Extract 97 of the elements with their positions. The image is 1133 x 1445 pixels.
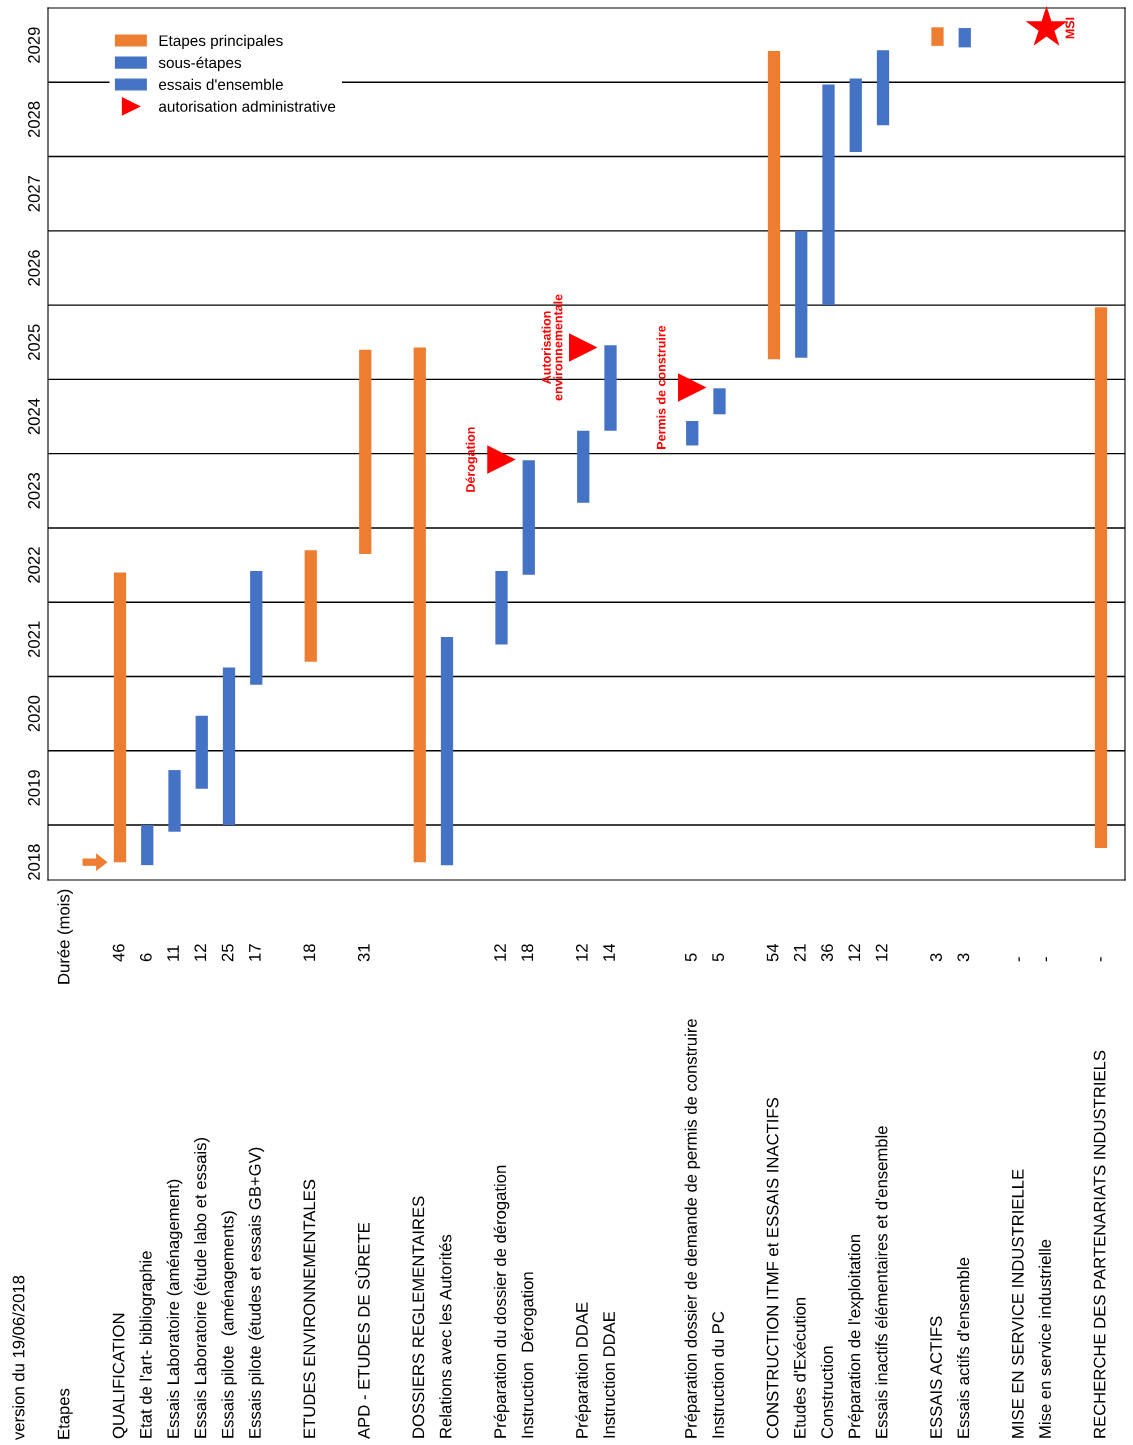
text: 25 [221, 944, 234, 962]
x-tick-label: DOSSIERS REGLEMENTAIRES [412, 1196, 425, 1438]
bar [767, 51, 781, 360]
x-tick-label: Préparation DDAE [575, 1302, 592, 1438]
x-tick-label: Etudes d'Exécution [793, 1297, 806, 1438]
x-tick-label: Préparation dossier de demande de permis de construire [684, 1019, 701, 1438]
text: 6 [139, 953, 152, 962]
text: 3 [957, 953, 970, 962]
x-tick-label: ETUDES ENVIRONNEMENTALES [303, 1179, 316, 1438]
bar [1094, 307, 1108, 849]
text: 3 [930, 953, 942, 962]
bar [604, 345, 617, 431]
bar [795, 230, 808, 358]
text: 18 [521, 944, 534, 961]
text: version du 19/06/2018 [12, 1275, 25, 1440]
bar [141, 825, 154, 866]
legend-label: autorisation administrative [159, 100, 336, 112]
text: - [1100, 957, 1102, 962]
x-tick-label: QUALIFICATION [112, 1313, 128, 1439]
text: 18 [303, 944, 316, 961]
text: - [1045, 957, 1048, 962]
bar [413, 347, 426, 863]
bar [168, 770, 181, 832]
bar [522, 460, 535, 575]
x-tick-label: Etat de l'art- bibliographie [139, 1251, 156, 1438]
bar [876, 50, 890, 126]
y-tick-label: 2028 [28, 101, 40, 138]
x-tick-label: Construction [820, 1346, 833, 1439]
x-tick-label: Essais inactifs élémentaires et d'ensemble [875, 1126, 888, 1438]
text: 12 [575, 944, 588, 961]
bar [440, 637, 454, 866]
text: Durée (mois) [57, 889, 73, 984]
bar [495, 571, 508, 645]
y-tick-label: 2024 [28, 398, 40, 435]
annotation: Dérogation [465, 427, 478, 492]
legend-label: Etapes principales [159, 34, 283, 50]
bar [931, 27, 944, 46]
y-tick-label: 2020 [28, 695, 40, 732]
y-tick-label: 2027 [28, 175, 40, 212]
y-tick-label: 2021 [28, 621, 40, 658]
x-tick-label: RECHERCHE DES PARTENARIATS INDUSTRIELS [1093, 1050, 1106, 1438]
text: Etapes [57, 1388, 73, 1439]
bar [958, 28, 971, 48]
text: 54 [766, 943, 779, 962]
x-tick-label: Essais Laboratoire (étude labo et essais) [193, 1138, 210, 1438]
text: 12 [194, 944, 207, 961]
text: 12 [875, 944, 888, 961]
legend-label: sous-étapes [158, 56, 242, 72]
text: - [1018, 957, 1020, 962]
text: 5 [685, 953, 697, 962]
x-tick-label: Instruction Dérogation [520, 1272, 537, 1438]
x-tick-label: Essais pilote (études et essais GB+GV) [248, 1147, 265, 1438]
x-tick-label: Instruction DDAE [602, 1311, 615, 1438]
text: 14 [603, 943, 615, 961]
text: 12 [848, 944, 861, 961]
annotation: Permis de construire [656, 325, 666, 449]
bar [713, 388, 726, 415]
bar [250, 571, 263, 685]
y-tick-label: 2018 [28, 844, 40, 880]
text: 36 [821, 944, 833, 962]
x-tick-label: MISE EN SERVICE INDUSTRIELLE [1011, 1169, 1024, 1438]
x-tick-label: ESSAIS ACTIFS [930, 1316, 942, 1438]
bar [359, 349, 372, 554]
text: 5 [712, 953, 724, 962]
x-tick-label: Relations avec les Autorités [439, 1234, 452, 1438]
x-tick-label: Essais Laboratoire (aménagement) [166, 1179, 183, 1438]
y-tick-label: 2019 [28, 770, 40, 806]
x-tick-label: Essais pilote (aménagements) [221, 1211, 237, 1438]
bar [195, 715, 208, 789]
x-tick-label: Essais actifs d'ensemble [956, 1257, 970, 1438]
y-tick-label: 2025 [28, 324, 40, 360]
bar [822, 84, 835, 306]
x-tick-label: CONSTRUCTION ITMF et ESSAIS INACTIFS [766, 1098, 779, 1439]
x-tick-label: Instruction du PC [711, 1311, 724, 1438]
text: 46 [112, 944, 125, 962]
text: 12 [494, 944, 506, 961]
x-tick-label: Préparation de l'exploitation [847, 1234, 864, 1438]
annotation: MSI [1065, 17, 1075, 39]
x-tick-label: APD - ETUDES DE SÛRETE [354, 1223, 370, 1439]
bar [686, 420, 699, 446]
text: 31 [357, 944, 370, 962]
x-tick-label: Mise en service industrielle [1038, 1239, 1051, 1438]
y-tick-label: 2023 [28, 472, 40, 509]
y-tick-label: 2029 [28, 27, 40, 63]
y-tick-label: 2026 [28, 250, 40, 286]
bar [222, 667, 236, 826]
text: 11 [167, 945, 179, 961]
text: 21 [793, 944, 806, 962]
bar [304, 550, 317, 662]
bar [113, 572, 127, 863]
annotation: Autorisation environnementale [541, 294, 563, 401]
bar [849, 78, 862, 153]
x-tick-label: Préparation du dossier de dérogation [493, 1165, 510, 1438]
text: 17 [249, 944, 261, 961]
bar [577, 430, 590, 503]
legend-label: essais d'ensemble [159, 78, 283, 90]
y-tick-label: 2022 [28, 547, 40, 583]
